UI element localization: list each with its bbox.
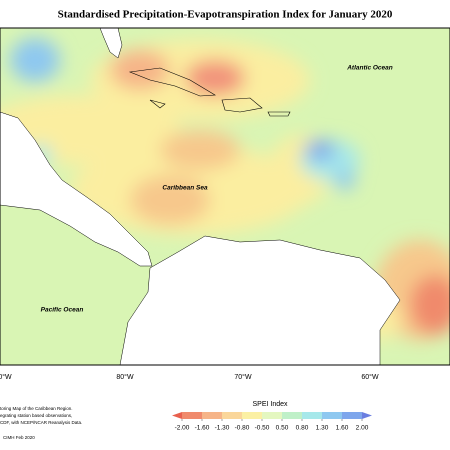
title: Standardised Precipitation-Evapotranspir… — [58, 9, 393, 21]
tick-label: -1.60 — [195, 425, 210, 432]
credit: toring Map of the Caribbean Region. — [0, 406, 73, 411]
south-america — [119, 235, 401, 365]
tick-label: 1.30 — [316, 425, 329, 432]
tick-label: 0.50 — [276, 425, 289, 432]
colorbar-segment — [302, 412, 322, 419]
colorbar-segment — [282, 412, 302, 419]
credit: egrating station based observations, — [0, 413, 72, 418]
central-america — [0, 111, 153, 267]
colorbar-segment — [222, 412, 242, 419]
tick-label: -1.30 — [215, 425, 230, 432]
map-frame — [0, 27, 450, 366]
colorbar-segment — [242, 412, 262, 419]
map: Atlantic Ocean Caribbean Sea Pacific Oce… — [0, 28, 450, 365]
colorbar-segment — [202, 412, 222, 419]
longitude-label: 70°W — [234, 373, 252, 381]
tick-label: -0.50 — [255, 425, 270, 432]
longitude-label: 80°W — [116, 373, 134, 381]
islands — [128, 67, 291, 117]
legend-title: SPEI Index — [252, 401, 288, 408]
ocean-label: Atlantic Ocean — [346, 65, 393, 72]
legend: -2.00 -1.60 -1.30 -0.80 -0.50 0.50 0.80 1.30 1.6… — [172, 412, 372, 432]
colorbar-end — [362, 412, 372, 419]
colorbar-segment — [342, 412, 362, 419]
tick-label: -0.80 — [235, 425, 250, 432]
longitude-label: 0°W — [0, 373, 12, 381]
credit: CDF, with NCEP/NCAR Reanalysis Data. — [0, 420, 82, 425]
tick-label: -2.00 — [175, 425, 190, 432]
colorbar-end — [172, 412, 182, 419]
tick-label: 1.60 — [336, 425, 349, 432]
credit: CIMH Feb 2020 — [3, 435, 35, 440]
ocean-label: Pacific Ocean — [41, 307, 84, 314]
longitude-label: 60°W — [361, 373, 379, 381]
florida — [99, 28, 123, 59]
tick-label: 2.00 — [356, 425, 369, 432]
sea-label: Caribbean Sea — [162, 185, 208, 192]
spei-field — [0, 38, 450, 340]
colorbar-segment — [262, 412, 282, 419]
colorbar-segment — [322, 412, 342, 419]
colorbar-segment — [182, 412, 202, 419]
tick-label: 0.80 — [296, 425, 309, 432]
